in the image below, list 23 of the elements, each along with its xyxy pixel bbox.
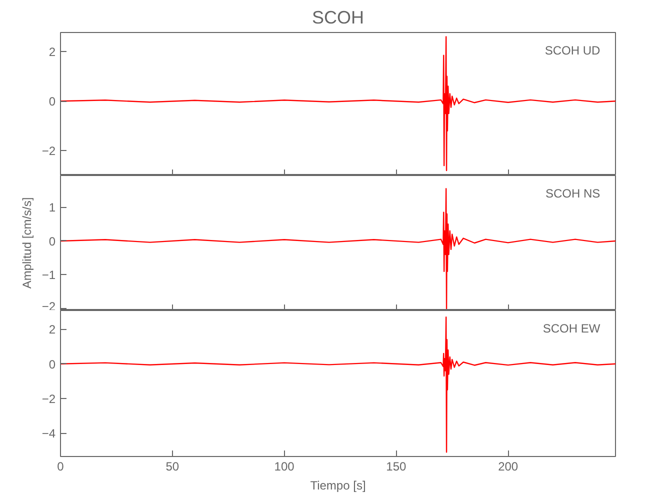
y-tick-label: 0 <box>48 357 56 372</box>
y-tick-label: 2 <box>48 45 56 60</box>
y-tick-label: −2 <box>42 144 56 158</box>
y-tick-label: 2 <box>48 322 56 337</box>
x-tick-label: 100 <box>274 460 295 474</box>
chart-title: SCOH <box>312 8 364 28</box>
y-tick-label: 1 <box>48 200 56 215</box>
line-series <box>60 316 616 453</box>
x-tick-label: 0 <box>57 460 64 474</box>
x-tick-label: 200 <box>498 460 518 474</box>
y-tick-label: 0 <box>48 94 56 109</box>
y-axis-title: Amplitud [cm/s/s] <box>20 197 34 289</box>
annotation: SCOH NS <box>545 186 600 200</box>
line-series <box>60 36 616 172</box>
x-tick-label: 50 <box>166 460 180 474</box>
annotation: SCOH UD <box>544 44 600 58</box>
x-axis-title: Tiempo [s] <box>310 478 366 492</box>
y-tick-label: −2 <box>42 392 56 406</box>
y-tick-label: −1 <box>42 268 56 282</box>
y-tick-label: −4 <box>42 426 56 441</box>
annotation: SCOH EW <box>542 322 601 336</box>
x-tick-label: 150 <box>386 460 407 474</box>
y-tick-label: 0 <box>48 234 56 248</box>
